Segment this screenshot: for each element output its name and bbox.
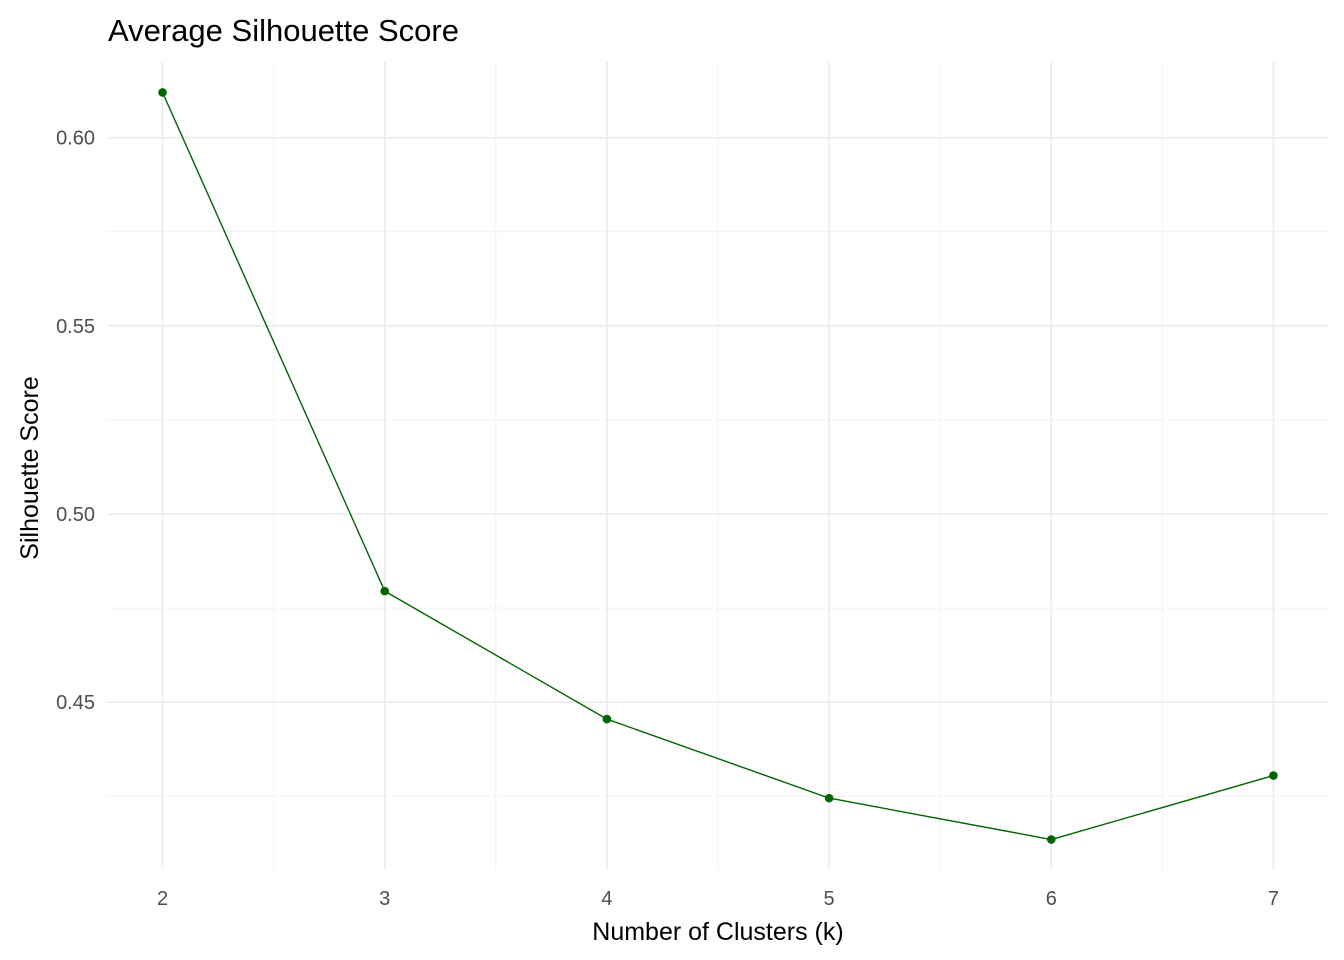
data-point bbox=[824, 793, 834, 803]
y-tick-label: 0.45 bbox=[56, 692, 95, 714]
data-point bbox=[1046, 835, 1056, 844]
data-point bbox=[602, 714, 612, 724]
grid-layer bbox=[107, 62, 1329, 870]
y-tick-labels: 0.45 0.50 0.55 0.60 bbox=[56, 128, 95, 715]
x-tick-label: 4 bbox=[601, 888, 612, 910]
y-tick-label: 0.55 bbox=[56, 316, 95, 338]
y-tick-label: 0.60 bbox=[56, 128, 95, 150]
data-point bbox=[158, 88, 167, 97]
x-tick-label: 3 bbox=[379, 888, 390, 910]
x-tick-label: 2 bbox=[157, 888, 168, 910]
chart-title: Average Silhouette Score bbox=[108, 13, 459, 48]
series-line bbox=[161, 92, 1274, 841]
x-tick-label: 6 bbox=[1046, 888, 1057, 910]
x-tick-labels: 2 3 4 5 6 7 bbox=[157, 888, 1279, 910]
x-tick-label: 7 bbox=[1268, 888, 1279, 910]
x-tick-label: 5 bbox=[824, 888, 835, 910]
data-point bbox=[1269, 771, 1278, 780]
data-point bbox=[380, 586, 390, 596]
y-tick-label: 0.50 bbox=[56, 504, 95, 526]
series-line-layer bbox=[161, 92, 1274, 841]
x-axis-title: Number of Clusters (k) bbox=[592, 918, 843, 946]
y-axis-title: Silhouette Score bbox=[16, 376, 44, 559]
series-points-layer bbox=[158, 88, 1278, 844]
